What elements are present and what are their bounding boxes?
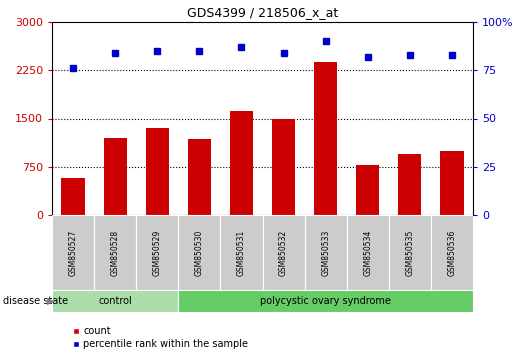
Bar: [440, 151, 464, 215]
Bar: [356, 165, 380, 215]
Text: GSM850529: GSM850529: [153, 229, 162, 276]
Text: GSM850527: GSM850527: [68, 229, 78, 276]
Bar: [389, 215, 431, 290]
Text: control: control: [98, 296, 132, 306]
Bar: [136, 215, 178, 290]
Bar: [314, 62, 337, 215]
Text: GSM850535: GSM850535: [405, 229, 415, 276]
Bar: [52, 290, 178, 312]
Text: GSM850532: GSM850532: [279, 229, 288, 276]
Text: GSM850531: GSM850531: [237, 229, 246, 276]
Bar: [230, 111, 253, 215]
Bar: [52, 215, 94, 290]
Text: ▶: ▶: [47, 296, 55, 306]
Text: GSM850528: GSM850528: [111, 229, 119, 275]
Bar: [304, 215, 347, 290]
Text: GSM850534: GSM850534: [363, 229, 372, 276]
Text: polycystic ovary syndrome: polycystic ovary syndrome: [260, 296, 391, 306]
Text: GSM850533: GSM850533: [321, 229, 330, 276]
Bar: [94, 215, 136, 290]
Bar: [104, 138, 127, 215]
Bar: [220, 215, 263, 290]
Bar: [178, 215, 220, 290]
Title: GDS4399 / 218506_x_at: GDS4399 / 218506_x_at: [187, 6, 338, 19]
Text: GSM850530: GSM850530: [195, 229, 204, 276]
Bar: [146, 128, 169, 215]
Bar: [178, 290, 473, 312]
Bar: [347, 215, 389, 290]
Text: disease state: disease state: [3, 296, 67, 306]
Bar: [61, 178, 84, 215]
Bar: [398, 154, 421, 215]
Legend: count, percentile rank within the sample: count, percentile rank within the sample: [72, 326, 248, 349]
Bar: [263, 215, 304, 290]
Bar: [272, 119, 295, 215]
Bar: [431, 215, 473, 290]
Text: GSM850536: GSM850536: [448, 229, 456, 276]
Bar: [188, 139, 211, 215]
